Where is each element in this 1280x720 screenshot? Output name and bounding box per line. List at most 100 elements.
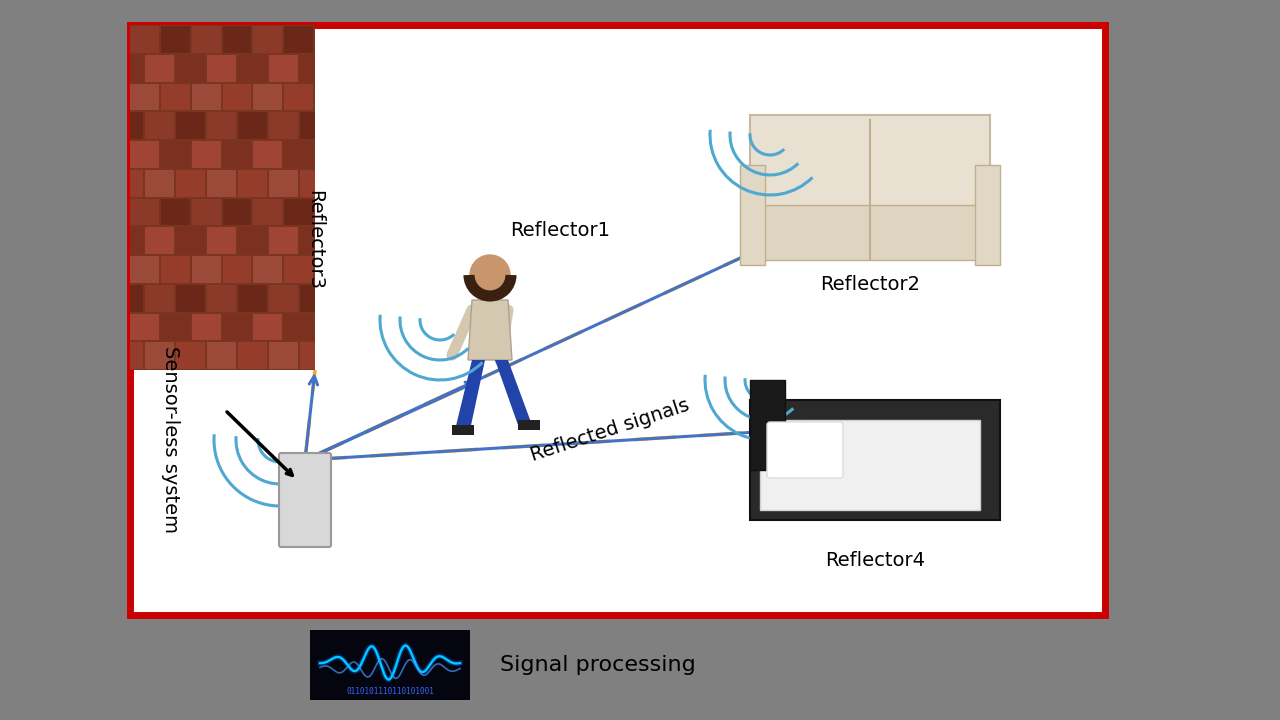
Bar bbox=[223, 199, 251, 225]
Bar bbox=[177, 112, 205, 139]
Bar bbox=[131, 256, 159, 283]
Bar bbox=[760, 205, 980, 260]
Bar bbox=[146, 228, 174, 254]
Bar bbox=[207, 228, 236, 254]
Bar bbox=[284, 141, 314, 168]
Bar bbox=[223, 141, 251, 168]
Bar bbox=[253, 84, 282, 110]
Text: Signal processing: Signal processing bbox=[500, 655, 696, 675]
Bar bbox=[452, 425, 474, 435]
Bar bbox=[238, 55, 266, 81]
Bar bbox=[192, 256, 220, 283]
Bar bbox=[975, 165, 1000, 265]
Bar bbox=[146, 112, 174, 139]
Bar bbox=[518, 420, 540, 430]
Bar bbox=[253, 256, 282, 283]
Bar bbox=[269, 228, 297, 254]
Bar bbox=[177, 342, 205, 369]
Bar bbox=[177, 228, 205, 254]
Bar bbox=[238, 342, 266, 369]
Bar bbox=[146, 55, 174, 81]
Bar bbox=[131, 228, 143, 254]
Bar bbox=[238, 284, 266, 312]
FancyBboxPatch shape bbox=[767, 422, 844, 478]
Bar bbox=[253, 26, 282, 53]
Bar bbox=[161, 141, 189, 168]
Bar bbox=[192, 141, 220, 168]
Bar bbox=[223, 26, 251, 53]
Bar bbox=[253, 313, 282, 341]
Bar bbox=[192, 26, 220, 53]
Bar bbox=[300, 112, 315, 139]
Polygon shape bbox=[495, 360, 532, 425]
Bar bbox=[284, 84, 314, 110]
Bar bbox=[300, 170, 315, 197]
Bar bbox=[161, 256, 189, 283]
Bar bbox=[238, 170, 266, 197]
Bar bbox=[300, 55, 315, 81]
Bar bbox=[131, 342, 143, 369]
Bar bbox=[300, 228, 315, 254]
Bar bbox=[207, 55, 236, 81]
Bar bbox=[146, 284, 174, 312]
Text: Sensor-less system: Sensor-less system bbox=[160, 346, 179, 534]
Bar bbox=[207, 284, 236, 312]
Bar bbox=[131, 25, 1105, 615]
Text: 0110101110110101001: 0110101110110101001 bbox=[346, 688, 434, 696]
Bar bbox=[177, 284, 205, 312]
Bar bbox=[131, 25, 315, 370]
FancyBboxPatch shape bbox=[279, 453, 332, 547]
Bar bbox=[177, 170, 205, 197]
Bar bbox=[284, 256, 314, 283]
Bar bbox=[131, 55, 143, 81]
Bar bbox=[300, 342, 315, 369]
Circle shape bbox=[470, 255, 509, 295]
Bar bbox=[192, 313, 220, 341]
Bar bbox=[310, 630, 470, 700]
Bar bbox=[131, 112, 143, 139]
Text: Reflector2: Reflector2 bbox=[820, 276, 920, 294]
Bar bbox=[131, 84, 159, 110]
Bar bbox=[131, 26, 159, 53]
Bar bbox=[253, 141, 282, 168]
Text: Reflector4: Reflector4 bbox=[826, 551, 925, 570]
Bar bbox=[223, 313, 251, 341]
Bar bbox=[760, 420, 980, 510]
Bar bbox=[207, 112, 236, 139]
Bar bbox=[146, 170, 174, 197]
Bar bbox=[253, 199, 282, 225]
Bar bbox=[161, 26, 189, 53]
Text: Reflected signals: Reflected signals bbox=[529, 395, 691, 464]
Bar bbox=[161, 199, 189, 225]
Bar bbox=[131, 313, 159, 341]
Bar bbox=[750, 380, 785, 470]
Bar bbox=[223, 84, 251, 110]
Bar bbox=[269, 112, 297, 139]
Bar bbox=[300, 284, 315, 312]
Bar bbox=[740, 165, 765, 265]
Bar bbox=[223, 256, 251, 283]
Text: Reflector1: Reflector1 bbox=[509, 220, 611, 240]
Bar bbox=[750, 115, 989, 215]
Bar bbox=[131, 170, 143, 197]
Bar bbox=[131, 284, 143, 312]
Bar bbox=[238, 112, 266, 139]
Bar bbox=[269, 342, 297, 369]
Bar bbox=[750, 400, 1000, 520]
Bar bbox=[238, 228, 266, 254]
Bar bbox=[192, 199, 220, 225]
Bar bbox=[161, 84, 189, 110]
Bar bbox=[192, 84, 220, 110]
Bar bbox=[146, 342, 174, 369]
Bar bbox=[131, 141, 159, 168]
Bar bbox=[207, 342, 236, 369]
Bar bbox=[284, 199, 314, 225]
Bar bbox=[177, 55, 205, 81]
Text: Reflector3: Reflector3 bbox=[306, 190, 325, 290]
Bar bbox=[207, 170, 236, 197]
Bar bbox=[284, 313, 314, 341]
Bar bbox=[269, 55, 297, 81]
Polygon shape bbox=[454, 360, 485, 430]
Polygon shape bbox=[468, 300, 512, 360]
Bar bbox=[269, 170, 297, 197]
